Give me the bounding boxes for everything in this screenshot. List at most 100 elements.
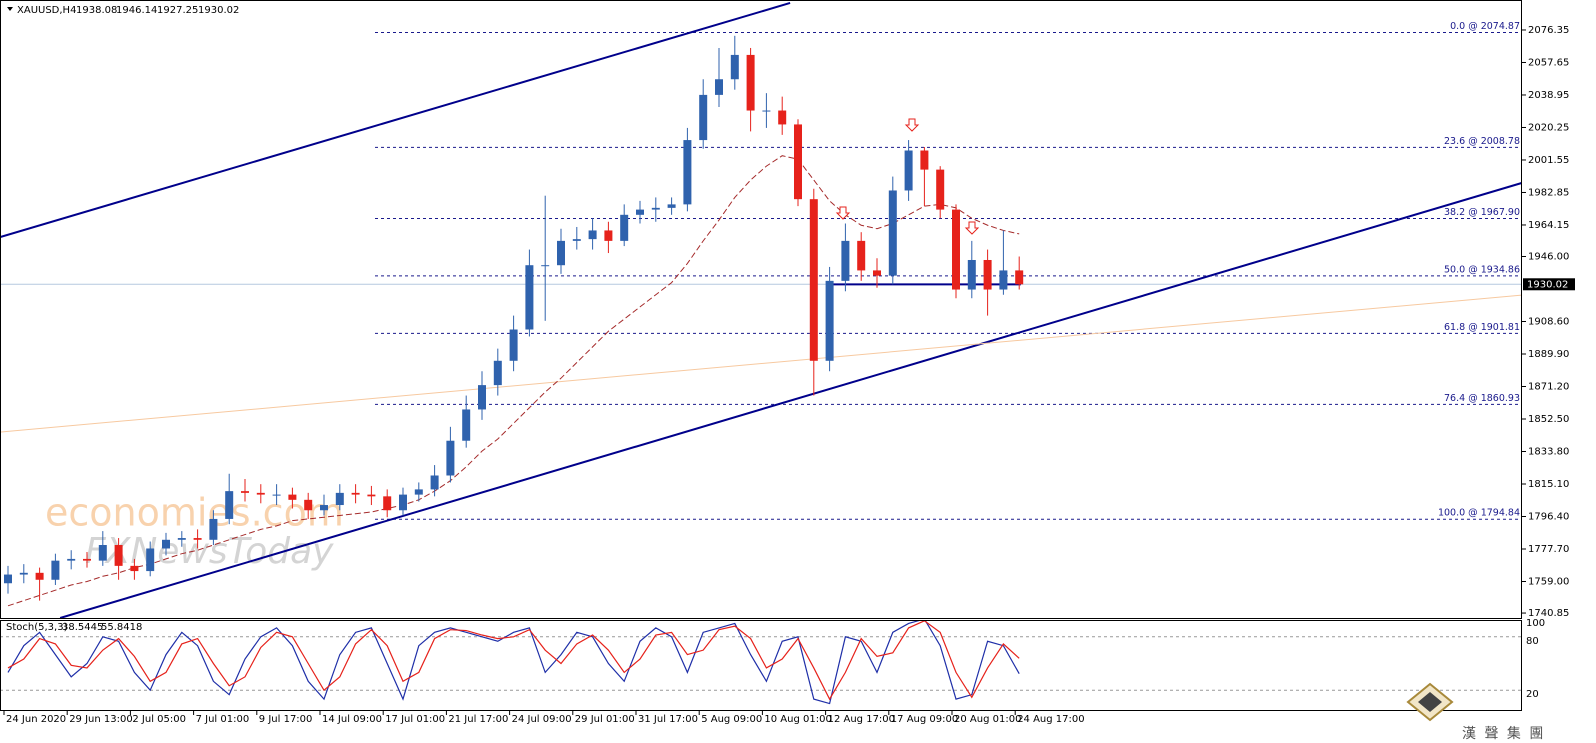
candle-body	[857, 240, 866, 271]
candle-body	[509, 329, 518, 361]
fib-label: 61.8 @ 1901.81	[1444, 322, 1520, 333]
candle-body	[351, 492, 360, 495]
candle-body	[604, 230, 613, 241]
candle-body	[715, 79, 723, 95]
x-tick-label: 10 Aug 01:00	[764, 714, 831, 725]
x-tick-label: 9 Jul 17:00	[259, 714, 313, 725]
indicator-value: 38.5445	[62, 622, 103, 633]
header-value: 1938.08	[76, 5, 117, 16]
x-tick-label: 29 Jun 13:00	[69, 714, 133, 725]
trend-line	[1, 1, 791, 238]
fib-label: 50.0 @ 1934.86	[1444, 264, 1520, 275]
header-value: 1927.25	[157, 5, 198, 16]
x-tick-label: 14 Jul 09:00	[322, 714, 382, 725]
candle-body	[730, 54, 739, 80]
y-tick-label: 100	[1526, 618, 1545, 629]
stoch-line	[7, 621, 1020, 705]
x-tick-label: 7 Jul 01:00	[196, 714, 250, 725]
y-tick-label: 2057.65	[1528, 57, 1569, 68]
x-tick-label: 24 Aug 17:00	[1017, 714, 1084, 725]
candle-body	[288, 494, 297, 500]
candle-body	[241, 491, 249, 493]
price-box-label: 1930.02	[1527, 279, 1568, 290]
y-tick-label: 1946.00	[1528, 252, 1569, 263]
candle-body	[414, 489, 423, 495]
candle-body	[67, 558, 76, 561]
candle-body	[272, 494, 281, 496]
y-tick-label: 1964.15	[1528, 220, 1569, 231]
y-tick-label: 20	[1526, 689, 1539, 700]
candle-body	[209, 518, 218, 540]
trend-line	[1, 294, 1522, 433]
candle-body	[525, 265, 534, 330]
fib-label: 100.0 @ 1794.84	[1438, 508, 1520, 519]
candle-body	[225, 491, 234, 519]
candle-body	[588, 230, 597, 240]
candle-body	[98, 545, 107, 561]
x-tick-label: 31 Jul 17:00	[638, 714, 698, 725]
plot-border	[0, 0, 1522, 619]
candle-body	[651, 207, 660, 210]
fib-label: 76.4 @ 1860.93	[1444, 393, 1520, 404]
candle-body	[4, 574, 12, 584]
logo-text: 漢 聲 集 團	[1462, 725, 1545, 742]
candle-body	[430, 475, 439, 490]
candle-body	[904, 150, 913, 191]
y-tick-label: 2020.25	[1528, 122, 1569, 133]
header-value: 1930.02	[198, 5, 239, 16]
x-tick-label: 2 Jul 05:00	[132, 714, 186, 725]
x-tick-label: 20 Aug 01:00	[954, 714, 1021, 725]
candle-body	[177, 538, 186, 540]
y-tick-label: 1889.90	[1528, 349, 1569, 360]
logo: 漢 聲 集 團	[1406, 682, 1545, 742]
x-tick-label: 12 Aug 17:00	[828, 714, 895, 725]
moving-average	[7, 155, 1020, 607]
header-value: 1946.14	[116, 5, 157, 16]
candle-body	[936, 169, 945, 210]
candle-body	[999, 270, 1008, 290]
fib-label: 23.6 @ 2008.78	[1444, 136, 1520, 147]
x-tick-label: 29 Jul 01:00	[575, 714, 635, 725]
candle-body	[541, 265, 550, 267]
x-tick-label: 5 Aug 09:00	[701, 714, 762, 725]
y-tick-label: 2038.95	[1528, 90, 1569, 101]
candle-body	[193, 538, 202, 540]
fib-label: 0.0 @ 2074.87	[1450, 21, 1520, 32]
candle-body	[146, 548, 155, 572]
y-tick-label: 1852.50	[1528, 414, 1569, 425]
candle-body	[557, 240, 565, 266]
signal-arrow	[904, 118, 920, 132]
x-tick-label: 21 Jul 17:00	[448, 714, 508, 725]
trend-line	[59, 182, 1522, 618]
candle-body	[809, 199, 818, 361]
sub-border	[0, 620, 1522, 711]
y-tick-label: 80	[1526, 636, 1539, 647]
candle-body	[83, 558, 91, 561]
x-tick-label: 17 Jul 01:00	[385, 714, 445, 725]
candle-body	[888, 190, 897, 276]
symbol: XAUUSD,H4	[17, 5, 76, 16]
candle-body	[335, 492, 344, 506]
candle-body	[19, 572, 28, 575]
candle-body	[304, 499, 313, 511]
candle-body	[572, 239, 581, 241]
watermark-text: economies.com	[45, 491, 344, 535]
y-tick-label: 2076.35	[1528, 25, 1569, 36]
y-tick-label: 1777.70	[1528, 544, 1569, 555]
candle-body	[367, 494, 376, 497]
candle-body	[667, 204, 676, 208]
candle-body	[746, 54, 755, 111]
y-tick-label: 1871.20	[1528, 382, 1569, 393]
candle-body	[114, 545, 123, 566]
y-tick-label: 1833.80	[1528, 447, 1569, 458]
candle-body	[920, 150, 929, 170]
x-tick-label: 17 Aug 09:00	[891, 714, 958, 725]
menu-icon[interactable]	[7, 7, 13, 11]
y-tick-label: 1740.85	[1528, 608, 1569, 619]
candle-body	[51, 560, 60, 580]
candle-body	[383, 496, 392, 511]
candle-body	[256, 492, 265, 495]
stoch-plot	[1, 621, 1522, 705]
